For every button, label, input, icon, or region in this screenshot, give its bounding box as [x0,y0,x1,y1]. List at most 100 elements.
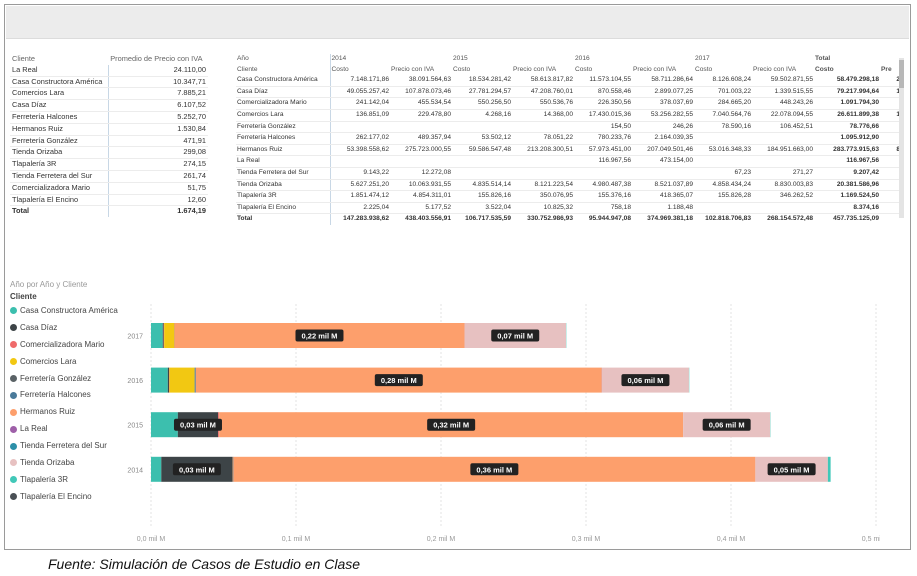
matrix-value: 154,50 [574,121,632,134]
year-header[interactable] [512,54,574,65]
matrix-row[interactable]: Ferretería González 154,50 246,26 78.590,16… [236,121,901,134]
matrix-row[interactable]: La Real 116.967,56 473.154,00 116.967,56 [236,155,901,168]
bar-segment[interactable] [164,323,175,348]
column-header-avg-price[interactable]: Promedio de Precio con IVA [110,54,203,63]
legend-item[interactable]: Comercios Lara [10,354,118,371]
legend-item[interactable]: Casa Constructora América [10,303,118,320]
bar-segment[interactable] [151,367,168,393]
legend-item[interactable]: Hermanos Ruiz [10,404,118,421]
bar-segment[interactable] [827,456,831,482]
matrix-row[interactable]: Hermanos Ruiz 53.398.558,62 275.723.000,55… [236,144,901,157]
client-name: Casa Díaz [10,99,109,112]
column-header-row: Cliente Costo Precio con IVA Costo Precio co… [236,64,901,76]
matrix-row[interactable]: Ferretería Halcones 262.177,02 489.357,94 5… [236,132,901,145]
bar-segment[interactable] [162,323,164,348]
table-row[interactable]: Tlapalería El Encino 12,60 [10,194,208,207]
table-row[interactable]: Tlapalería 3R 274,15 [10,158,208,171]
table-row[interactable]: Tienda Ferretera del Sur 261,74 [10,170,208,183]
column-header-measure[interactable]: Precio con IVA [753,65,797,73]
table-row[interactable]: Ferretería Halcones 5.252,70 [10,111,208,124]
legend-item[interactable]: Tlapalería El Encino [10,489,118,506]
legend-item[interactable]: Casa Díaz [10,320,118,337]
matrix-scroll-thumb[interactable] [899,60,904,88]
client-name: Tienda Orizaba [236,179,331,192]
legend-swatch [10,391,17,399]
year-header[interactable] [632,54,694,65]
column-header-measure[interactable]: Costo [331,65,349,73]
table-row[interactable]: Comercializadora Mario 51,75 [10,182,208,195]
matrix-row[interactable]: Tlapalería 3R 1.851.474,12 4.854.311,01 155… [236,190,901,203]
legend-label: Tlapalería El Encino [20,491,92,501]
total-row: Total 147.283.938,62 438.403.556,91 106.717… [236,213,901,225]
matrix-row[interactable]: Comercios Lara 136.851,09 229.478,80 4.268,… [236,109,901,122]
matrix-value [880,97,901,110]
legend-item[interactable]: Tienda Orizaba [10,455,118,472]
legend-item[interactable]: Comercializadora Mario [10,337,118,354]
data-label: 0,03 mil M [179,465,215,474]
bar-segment[interactable] [194,367,196,393]
table-row[interactable]: Comercios Lara 7.885,21 [10,87,208,101]
year-header[interactable] [390,54,452,65]
column-header-client[interactable]: Cliente [236,64,331,76]
matrix-value: 1.091.794,30 [814,97,880,110]
matrix-value: 275.723.000,55 [390,144,452,157]
column-header-measure[interactable]: Costo [575,65,593,73]
legend-swatch [10,307,17,315]
legend-item[interactable]: La Real [10,421,118,438]
matrix-value: 58.613.817,82 [512,75,574,87]
matrix-value: 701.003,22 [694,86,752,99]
matrix-value: 229.478,80 [390,109,452,122]
column-header-measure[interactable]: Pre [881,65,892,73]
matrix-value [452,155,512,168]
client-name: Comercializadora Mario [236,97,331,110]
legend-item[interactable]: Tienda Ferretera del Sur [10,438,118,455]
year-header[interactable] [752,54,814,65]
year-header[interactable] [880,54,901,65]
data-label: 0,06 mil M [709,421,745,430]
year-header[interactable]: 2016 [575,55,590,62]
legend-item[interactable]: Ferretería González [10,371,118,388]
table-row[interactable]: La Real 24.110,00 [10,64,208,77]
client-name: La Real [10,64,109,77]
table-row[interactable]: Casa Díaz 6.107,52 [10,99,208,112]
matrix-scrollbar[interactable] [899,58,904,218]
year-header[interactable]: 2017 [695,55,710,62]
matrix-value: 184.951.663,00 [752,144,814,157]
matrix-value: 870.558,46 [574,86,632,99]
matrix-value: 271,27 [752,167,814,180]
matrix-value: 155.826,28 [694,190,752,203]
matrix-row[interactable]: Tienda Orizaba 5.627.251,20 10.063.931,55 4… [236,179,901,192]
bar-segment[interactable] [151,412,178,438]
total-value: 147.283.938,62 [330,213,390,225]
legend-label: Comercios Lara [20,356,77,366]
matrix-row[interactable]: Tlapalería El Encino 2.225,04 5.177,52 3.52… [236,202,901,215]
year-header[interactable]: 2015 [453,55,468,62]
column-header-measure[interactable]: Precio con IVA [513,65,557,73]
column-header-measure[interactable]: Costo [453,65,471,73]
table-row[interactable]: Tienda Orizaba 299,08 [10,146,208,160]
bar-segment[interactable] [151,456,162,482]
bar-segment[interactable] [151,323,163,348]
table-row[interactable]: Hermanos Ruiz 1.530,84 [10,123,208,136]
y-category-label: 2016 [127,378,143,385]
column-header-client[interactable]: Cliente [12,54,36,63]
year-header[interactable]: 2014 [331,55,347,62]
table-row[interactable]: Ferretería González 471,91 [10,135,208,148]
matrix-row[interactable]: Tienda Ferretera del Sur 9.143,22 12.272,0… [236,167,901,180]
matrix-value: 2.899.077,25 [632,86,694,99]
column-header-measure[interactable]: Precio con IVA [391,65,435,73]
column-header-measure[interactable]: Precio con IVA [633,65,677,73]
bar-segment[interactable] [167,367,170,393]
legend-item[interactable]: Tlapalería 3R [10,472,118,489]
table-row[interactable]: Casa Constructora América 10.347,71 [10,76,208,89]
column-header-measure[interactable]: Costo [815,65,834,73]
matrix-row[interactable]: Casa Constructora América 7.148.171,86 38.… [236,75,901,87]
matrix-row[interactable]: Casa Díaz 49.055.257,42 107.878.073,46 27.7… [236,86,901,99]
matrix-row[interactable]: Comercializadora Mario 241.142,04 455.534,… [236,97,901,110]
bar-segment[interactable] [169,367,195,393]
matrix-value [880,179,901,192]
legend-item[interactable]: Ferretería Halcones [10,387,118,404]
matrix-value: 4.980.487,38 [574,179,632,192]
year-header[interactable]: Total [815,55,831,62]
column-header-measure[interactable]: Costo [695,65,713,73]
